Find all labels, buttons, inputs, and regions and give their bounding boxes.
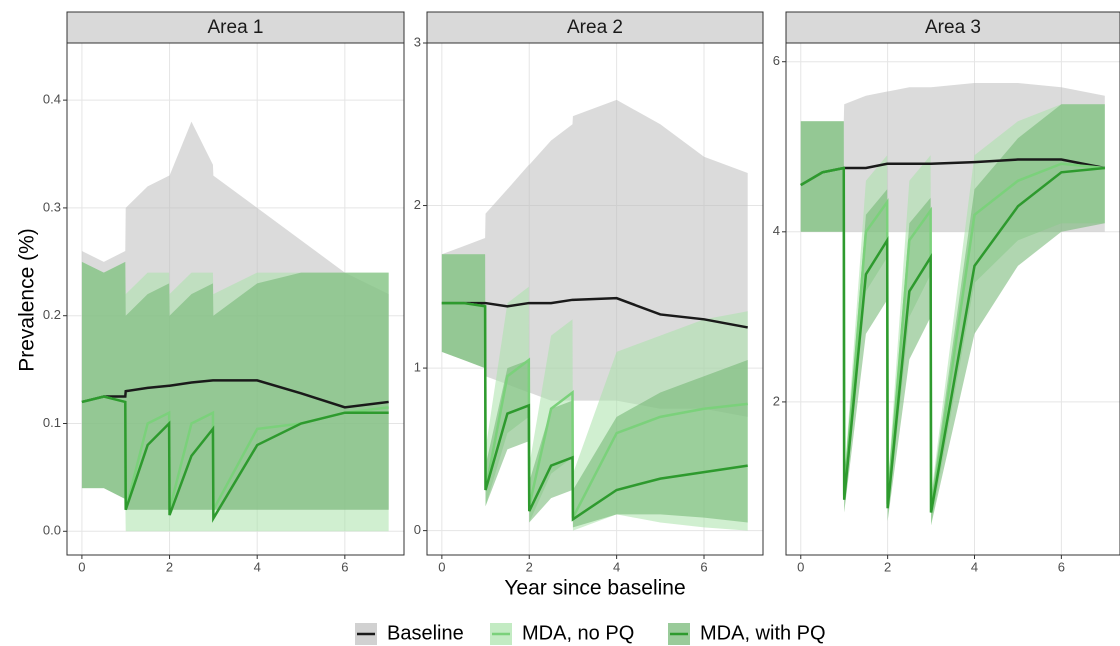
x-tick-label: 4 — [254, 559, 261, 574]
panel-title: Area 3 — [925, 17, 981, 38]
x-tick-label: 4 — [613, 559, 620, 574]
y-tick-label: 0 — [414, 522, 421, 537]
strip — [785, 11, 1120, 44]
y-tick-label: 0.0 — [43, 523, 61, 538]
plot-area — [441, 99, 748, 531]
ribbon — [800, 104, 1105, 526]
x-axis-label: Year since baseline — [504, 577, 685, 600]
y-tick-label: 0.2 — [43, 307, 61, 322]
strip — [426, 11, 764, 44]
x-tick-label: 6 — [1058, 559, 1065, 574]
y-tick-label: 1 — [414, 360, 421, 375]
legend-label: MDA, with PQ — [700, 622, 826, 644]
x-tick-label: 2 — [166, 559, 173, 574]
series-line — [81, 379, 389, 409]
x-tick-label: 2 — [884, 559, 891, 574]
y-tick-label: 4 — [773, 223, 780, 238]
x-tick-label: 2 — [526, 559, 533, 574]
legend-label: MDA, no PQ — [522, 622, 634, 644]
series-line — [441, 301, 748, 522]
plot-area — [81, 121, 389, 532]
series-line — [441, 296, 748, 329]
y-tick-label: 2 — [773, 393, 780, 408]
panel-border — [785, 42, 1120, 556]
y-tick-label: 6 — [773, 53, 780, 68]
y-tick-label: 0.4 — [43, 92, 61, 107]
x-tick-label: 0 — [438, 559, 445, 574]
y-tick-label: 0.1 — [43, 415, 61, 430]
x-tick-label: 6 — [341, 559, 348, 574]
panel-title: Area 2 — [567, 17, 623, 38]
panel-border — [66, 42, 405, 556]
y-tick-label: 0.3 — [43, 199, 61, 214]
x-tick-label: 6 — [700, 559, 707, 574]
x-tick-label: 0 — [78, 559, 85, 574]
strip — [66, 11, 405, 44]
panel-border — [426, 42, 764, 556]
legend-label: Baseline — [387, 622, 464, 644]
y-tick-label: 2 — [414, 197, 421, 212]
panel-title: Area 1 — [208, 17, 264, 38]
series-line — [81, 395, 389, 523]
ribbon — [81, 261, 389, 510]
y-tick-label: 3 — [414, 34, 421, 49]
plot-area — [800, 82, 1106, 526]
x-tick-label: 4 — [971, 559, 978, 574]
ribbon — [441, 254, 748, 528]
series-line — [800, 166, 1105, 513]
y-axis-label: Prevalence (%) — [16, 228, 39, 372]
x-tick-label: 0 — [797, 559, 804, 574]
